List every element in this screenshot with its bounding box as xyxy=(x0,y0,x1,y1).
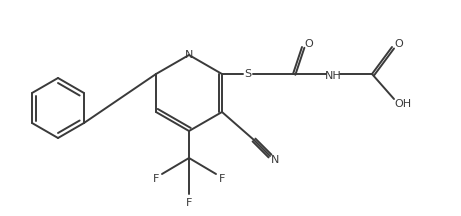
Text: O: O xyxy=(305,39,313,49)
Text: O: O xyxy=(395,39,403,49)
Text: NH: NH xyxy=(325,71,342,81)
Text: F: F xyxy=(186,198,192,208)
Text: S: S xyxy=(244,69,252,79)
Text: F: F xyxy=(153,174,159,184)
Text: F: F xyxy=(219,174,225,184)
Text: OH: OH xyxy=(395,99,412,109)
Text: N: N xyxy=(185,50,193,60)
Text: N: N xyxy=(271,155,279,165)
